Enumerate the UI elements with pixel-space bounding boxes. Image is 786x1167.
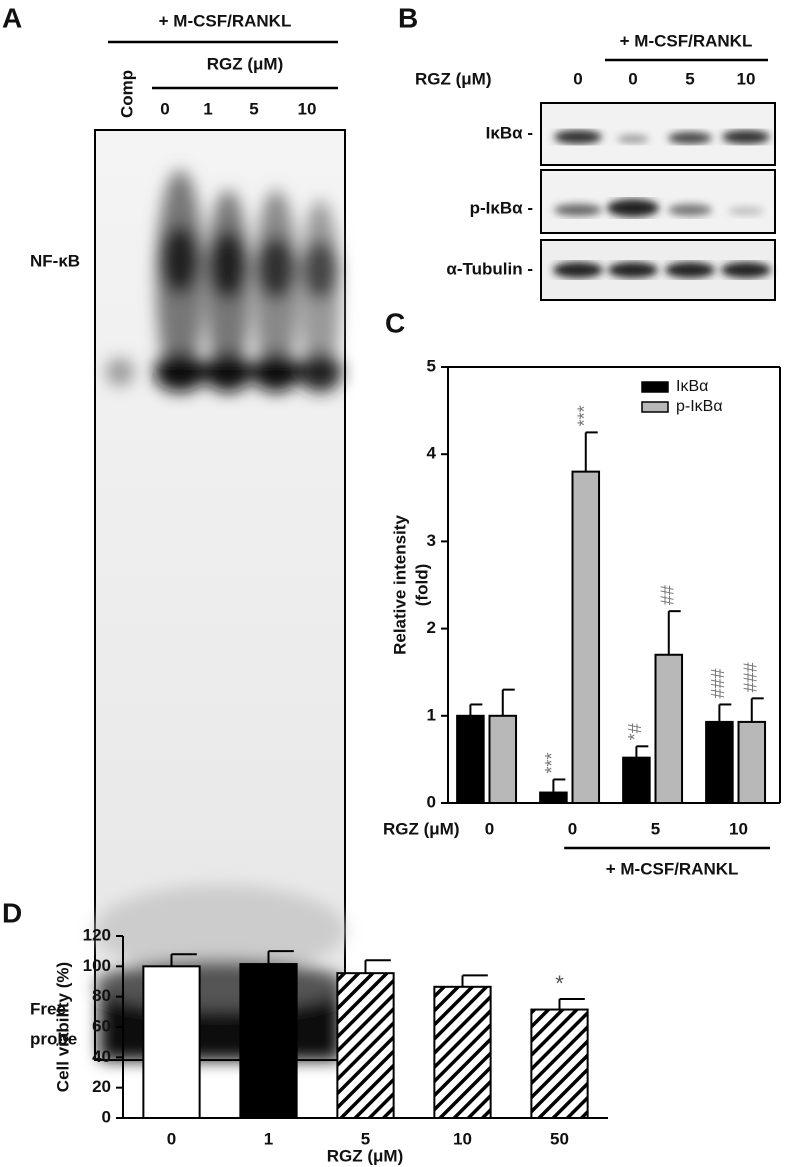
x-axis-label: RGZ (μM) bbox=[383, 819, 460, 838]
bar bbox=[456, 714, 485, 804]
bar bbox=[654, 653, 684, 805]
legend-swatch bbox=[641, 401, 669, 413]
probe-label: Free bbox=[30, 999, 66, 1018]
y-tick-label: 0 bbox=[102, 1107, 111, 1126]
lane-label: 0 bbox=[573, 69, 582, 88]
comp-label: Comp bbox=[117, 70, 136, 118]
annotation: *** bbox=[575, 405, 595, 426]
y-tick-label: 120 bbox=[83, 925, 111, 944]
x-tick-label: 1 bbox=[264, 1129, 273, 1148]
probe-label: probe bbox=[30, 1029, 77, 1048]
annotation: * bbox=[555, 971, 564, 996]
x-tick-label: 5 bbox=[361, 1129, 370, 1148]
y-axis-label: Relative intensity bbox=[390, 515, 409, 655]
x-axis-label: RGZ (μM) bbox=[327, 1146, 404, 1165]
band-label: NF-κB bbox=[30, 251, 80, 270]
y-axis-label: (fold) bbox=[412, 564, 431, 606]
annotation: *** bbox=[542, 752, 562, 773]
legend-label: IκBα bbox=[676, 378, 708, 395]
y-tick-label: 5 bbox=[427, 356, 436, 375]
gel bbox=[94, 129, 346, 1061]
annotation: ### bbox=[741, 662, 761, 692]
panel-letter: B bbox=[398, 2, 418, 33]
panel-letter: D bbox=[2, 897, 22, 928]
bar bbox=[705, 720, 734, 804]
lane-label: 5 bbox=[249, 99, 258, 118]
bar bbox=[530, 1008, 589, 1120]
bar bbox=[622, 756, 651, 805]
group-label: + M-CSF/RANKL bbox=[606, 859, 739, 878]
treatment-label: + M-CSF/RANKL bbox=[159, 11, 292, 30]
bar bbox=[433, 985, 492, 1120]
x-tick-label: 0 bbox=[568, 819, 577, 838]
bar bbox=[539, 791, 568, 805]
lane-label: 10 bbox=[298, 99, 317, 118]
bar bbox=[737, 720, 767, 804]
x-tick-label: 5 bbox=[651, 819, 660, 838]
y-tick-label: 4 bbox=[427, 444, 437, 463]
lane-label: 5 bbox=[685, 69, 694, 88]
panel-letter: C bbox=[385, 307, 405, 338]
annotation: ## bbox=[658, 585, 678, 605]
annotation: *# bbox=[625, 723, 645, 740]
x-tick-label: 0 bbox=[167, 1129, 176, 1148]
y-tick-label: 20 bbox=[92, 1077, 111, 1096]
y-tick-label: 3 bbox=[427, 531, 436, 550]
blot-label: p-IκBα - bbox=[470, 198, 533, 217]
y-tick-label: 1 bbox=[427, 705, 436, 724]
legend-label: p-IκBα bbox=[676, 398, 723, 415]
legend-swatch bbox=[641, 381, 669, 393]
bar bbox=[239, 963, 298, 1120]
x-tick-label: 10 bbox=[729, 819, 748, 838]
bar bbox=[488, 714, 518, 804]
bar bbox=[336, 972, 395, 1119]
bar bbox=[571, 470, 601, 804]
y-tick-label: 100 bbox=[83, 956, 111, 975]
lane-label: 10 bbox=[737, 69, 756, 88]
lane-label: 1 bbox=[203, 99, 212, 118]
lane-label: 0 bbox=[628, 69, 637, 88]
y-tick-label: 2 bbox=[427, 618, 436, 637]
dose-label: RGZ (μM) bbox=[415, 69, 492, 88]
dose-label: RGZ (μM) bbox=[207, 54, 284, 73]
lane-label: 0 bbox=[160, 99, 169, 118]
x-tick-label: 10 bbox=[453, 1129, 472, 1148]
treatment-label: + M-CSF/RANKL bbox=[620, 31, 753, 50]
y-axis-label: Cell viability (%) bbox=[53, 962, 72, 1092]
blot-label: IκBα - bbox=[486, 123, 533, 142]
panel-letter: A bbox=[2, 2, 22, 33]
x-tick-label: 50 bbox=[550, 1129, 569, 1148]
blot-label: α-Tubulin - bbox=[446, 259, 533, 278]
y-tick-label: 0 bbox=[427, 792, 436, 811]
annotation: ### bbox=[708, 668, 728, 698]
bar bbox=[142, 965, 201, 1119]
y-tick-label: 80 bbox=[92, 986, 111, 1005]
y-tick-label: 60 bbox=[92, 1016, 111, 1035]
y-tick-label: 40 bbox=[92, 1047, 111, 1066]
blot bbox=[540, 102, 776, 301]
x-tick-label: 0 bbox=[485, 819, 494, 838]
